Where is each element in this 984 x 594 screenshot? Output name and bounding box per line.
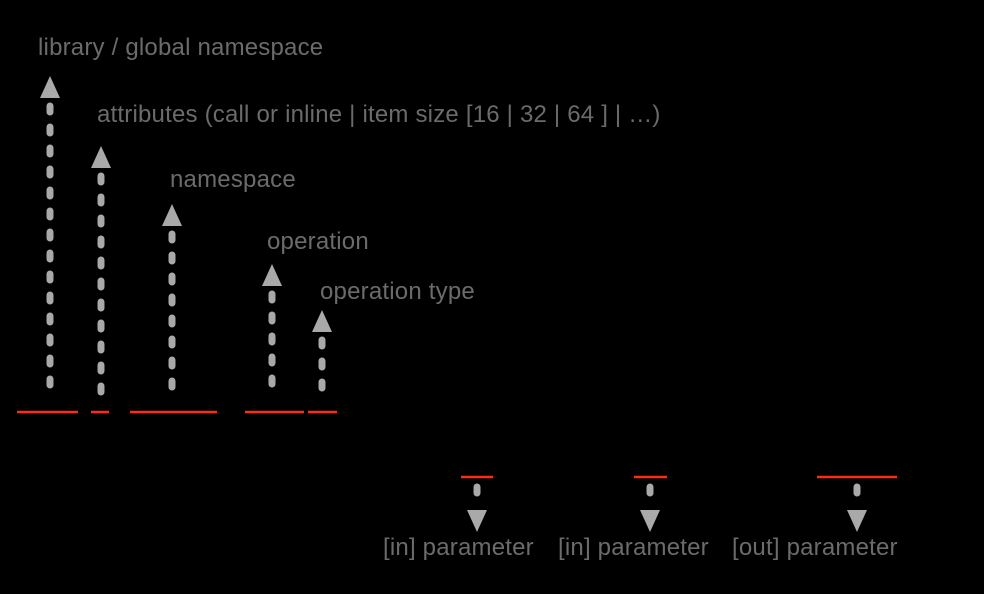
down-arrow-param-out xyxy=(847,483,867,532)
label-library-global-namespace: library / global namespace xyxy=(38,34,324,61)
label-out-parameter: [out] parameter xyxy=(732,534,898,561)
down-arrowhead-icon xyxy=(467,510,487,532)
down-arrowhead-icon xyxy=(847,510,867,532)
up-arrowhead-icon xyxy=(262,264,282,286)
down-arrowhead-icon xyxy=(640,510,660,532)
label-namespace: namespace xyxy=(170,166,296,193)
up-arrow-operation xyxy=(262,264,282,403)
label-in-parameter-2: [in] parameter xyxy=(558,534,709,561)
up-arrow-attributes xyxy=(91,146,111,403)
up-arrowhead-icon xyxy=(91,146,111,168)
label-operation: operation xyxy=(267,228,369,255)
down-arrow-param-in-2 xyxy=(640,483,660,532)
up-arrow-library xyxy=(40,76,60,403)
up-arrow-namespace xyxy=(162,204,182,403)
up-arrowhead-icon xyxy=(162,204,182,226)
label-attributes: attributes (call or inline | item size [… xyxy=(97,101,661,128)
up-arrowhead-icon xyxy=(312,310,332,332)
up-arrow-operation-type xyxy=(312,310,332,403)
label-in-parameter-1: [in] parameter xyxy=(383,534,534,561)
up-arrowhead-icon xyxy=(40,76,60,98)
label-operation-type: operation type xyxy=(320,278,475,305)
down-arrow-param-in-1 xyxy=(467,483,487,532)
